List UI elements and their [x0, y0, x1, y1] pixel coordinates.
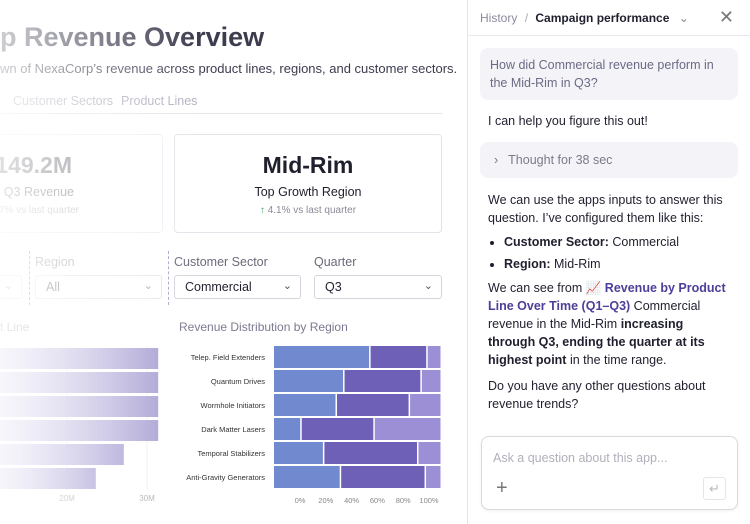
x-tick-label: 20M — [59, 494, 75, 503]
stacked-segment — [418, 442, 441, 464]
stacked-segment — [274, 370, 344, 392]
question-input[interactable] — [493, 451, 723, 465]
x-tick-label: 100% — [419, 496, 439, 505]
chart-link[interactable]: 📈 Revenue by Product Line Over Time (Q1–… — [488, 281, 726, 313]
bar — [0, 396, 159, 417]
bar — [0, 348, 159, 369]
line-chart-icon: 📈 — [585, 281, 602, 295]
bar — [0, 444, 124, 465]
bar — [0, 420, 159, 441]
stacked-segment — [370, 346, 427, 368]
stacked-chart-title: Revenue Distribution by Region — [179, 320, 348, 334]
breadcrumb-separator: / — [524, 11, 529, 25]
stacked-segment — [410, 394, 441, 416]
stacked-segment — [324, 442, 417, 464]
assistant-paragraph: Do you have any other questions about re… — [488, 379, 706, 411]
stacked-segment — [274, 418, 301, 440]
config-list: Customer Sector: Commercial Region: Mid-… — [468, 233, 750, 273]
chevron-down-icon: ⌄ — [282, 280, 292, 292]
category-label: Quantum Drives — [211, 377, 265, 386]
stacked-segment — [427, 346, 441, 368]
chevron-right-icon: › — [494, 153, 499, 167]
arrow-up-icon: ↑ — [259, 205, 265, 216]
x-tick-label: 40% — [344, 496, 359, 505]
assistant-intro: I can help you figure this out! — [488, 114, 648, 128]
assistant-paragraph: We can see from 📈 Revenue by Product Lin… — [488, 281, 726, 367]
stacked-segment — [337, 394, 409, 416]
plus-icon[interactable]: + — [496, 477, 508, 499]
kpi-value: Mid-Rim — [262, 152, 354, 178]
breadcrumb-history[interactable]: History — [480, 11, 518, 25]
assistant-paragraph: We can use the apps inputs to answer thi… — [488, 193, 723, 225]
list-item: Customer Sector: Commercial — [504, 233, 750, 251]
bar — [0, 468, 96, 489]
stacked-segment — [344, 370, 421, 392]
x-tick-label: 80% — [396, 496, 411, 505]
breadcrumb-current[interactable]: Campaign performance — [535, 11, 670, 25]
panel-header: History / Campaign performance ⌄ ✕ — [468, 0, 750, 36]
stacked-segment — [426, 466, 441, 488]
app-main: p Revenue Overview wn of NexaCorp’s reve… — [0, 0, 457, 524]
kpi-change: 4.1% vs last quarter — [267, 205, 357, 216]
select-value: Commercial — [185, 280, 252, 294]
kpi-card-growth-region: Mid-Rim Top Growth Region ↑ 4.1% vs last… — [174, 134, 442, 233]
composer: + ↵ — [481, 436, 738, 510]
x-tick-label: 30M — [139, 494, 155, 503]
assistant-panel: History / Campaign performance ⌄ ✕ How d… — [467, 0, 750, 524]
category-label: Temporal Stabilizers — [197, 449, 265, 458]
stacked-segment — [421, 370, 441, 392]
category-label: Anti-Gravity Generators — [186, 473, 265, 482]
stacked-segment — [274, 442, 323, 464]
list-item: Region: Mid-Rim — [504, 255, 750, 273]
close-icon[interactable]: ✕ — [718, 7, 734, 27]
stacked-segment — [274, 394, 336, 416]
chevron-down-icon[interactable]: ⌄ — [678, 11, 689, 25]
stacked-segment — [301, 418, 374, 440]
x-tick-label: 0% — [295, 496, 306, 505]
select-value: Q3 — [325, 280, 342, 294]
thought-toggle[interactable]: › Thought for 38 sec — [480, 142, 738, 178]
stacked-segment — [274, 346, 370, 368]
bar — [0, 372, 159, 393]
chevron-down-icon: ⌄ — [423, 280, 433, 292]
category-label: Telep. Field Extenders — [191, 353, 265, 362]
thought-label: Thought for 38 sec — [508, 153, 613, 167]
filter-label-quarter: Quarter — [314, 255, 357, 269]
charts-svg: 20M 30M Telep. Field Extenders Quantum Driv… — [0, 346, 441, 505]
category-label: Dark Matter Lasers — [201, 425, 265, 434]
send-icon[interactable]: ↵ — [703, 477, 726, 500]
stacked-segment — [274, 466, 340, 488]
kpi-label: Top Growth Region — [254, 185, 362, 199]
category-label: Wormhole Initiators — [201, 401, 266, 410]
x-tick-label: 20% — [318, 496, 333, 505]
stacked-segment — [341, 466, 425, 488]
x-tick-label: 60% — [370, 496, 385, 505]
quarter-select[interactable]: Q3 ⌄ — [314, 275, 442, 299]
stacked-segment — [374, 418, 441, 440]
user-message: How did Commercial revenue perform in th… — [480, 48, 738, 100]
